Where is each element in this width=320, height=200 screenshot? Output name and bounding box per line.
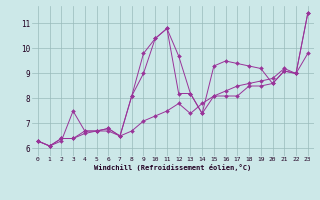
X-axis label: Windchill (Refroidissement éolien,°C): Windchill (Refroidissement éolien,°C) [94,164,252,171]
